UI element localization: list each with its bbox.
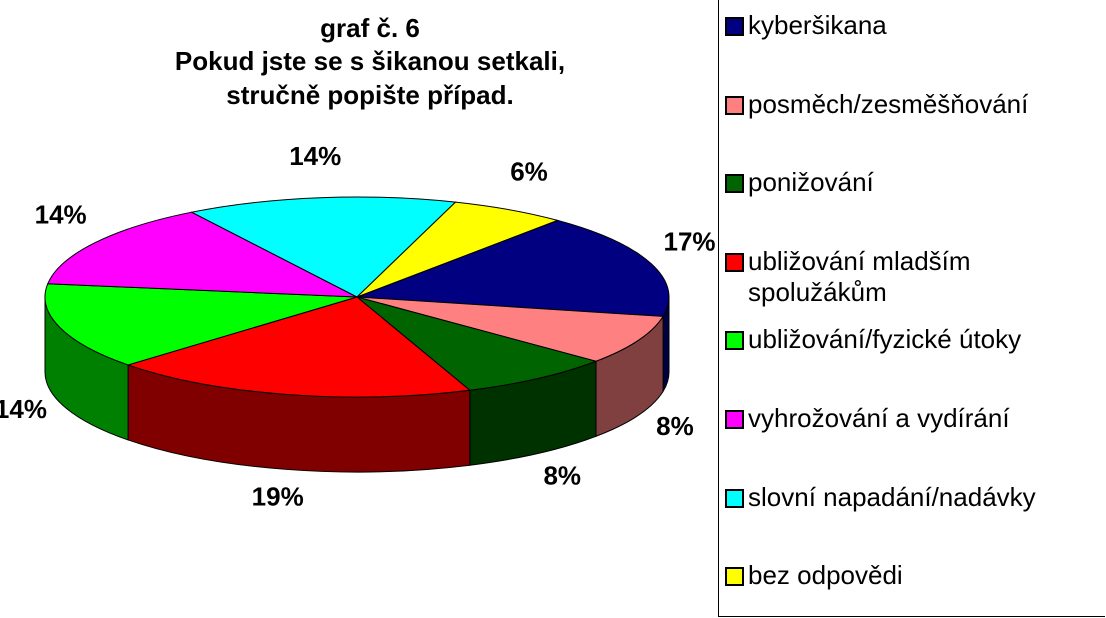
data-label: 8%: [543, 461, 581, 491]
legend-item: slovní napadání/nadávky: [725, 482, 1101, 513]
chart-title: graf č. 6: [320, 13, 420, 43]
legend-label: kyberšikana: [748, 10, 887, 40]
legend-swatch: [725, 174, 744, 194]
legend-swatch: [725, 567, 744, 587]
legend-label: ponižování: [748, 167, 874, 198]
legend-item: kyberšikana: [725, 10, 1101, 41]
legend-swatch: [725, 410, 744, 429]
data-label: 19%: [252, 482, 304, 512]
pie-slice: [356, 296, 598, 391]
chart-title: Pokud jste se s šikanou setkali,: [175, 46, 565, 76]
legend-item: posměch/zesměšňování: [725, 89, 1101, 120]
legend-item: ubližování/fyzické útoky: [725, 324, 1101, 355]
chart-title: stručně popište případ.: [226, 80, 514, 110]
legend-swatch: [725, 252, 744, 272]
data-label: 14%: [35, 199, 87, 229]
pie-slice: [356, 219, 670, 317]
legend-label: ubližování/fyzické útoky: [748, 324, 1022, 355]
pie-slice: [44, 283, 358, 366]
data-label: 6%: [510, 156, 548, 186]
legend-item: ubližování mladším spolužákům: [725, 246, 1101, 308]
legend-item: vyhrožování a vydírání: [725, 403, 1101, 434]
data-label: 8%: [656, 411, 694, 441]
legend-label: slovní napadání/nadávky: [748, 481, 1036, 512]
legend-item: ponižování: [725, 167, 1101, 198]
data-label: 14%: [289, 141, 341, 171]
data-label: 14%: [0, 394, 47, 424]
pie-slice: [126, 296, 472, 398]
legend-label: posměch/zesměšňování: [748, 88, 1029, 119]
legend-swatch: [725, 17, 744, 36]
legend-item: bez odpovědi: [725, 560, 1101, 591]
pie-slice: [356, 201, 560, 298]
chart: graf č. 6 Pokud jste se s šikanou setkal…: [0, 13, 716, 512]
legend-label: ubližování mladším spolužákům: [748, 245, 971, 307]
legend-swatch: [725, 95, 744, 115]
legend-label: vyhrožování a vydírání: [748, 403, 1010, 433]
legend-swatch: [725, 331, 744, 351]
pie-slice: [190, 196, 457, 298]
legend-swatch: [725, 488, 744, 508]
pie-tops: [44, 196, 670, 398]
legend: kyberšikana posměch/zesměšňování ponižován…: [718, 0, 1105, 617]
pie-slice: [47, 211, 358, 298]
legend-label: bez odpovědi: [748, 560, 903, 591]
data-label: 17%: [664, 227, 716, 257]
pie-slice: [356, 296, 664, 362]
